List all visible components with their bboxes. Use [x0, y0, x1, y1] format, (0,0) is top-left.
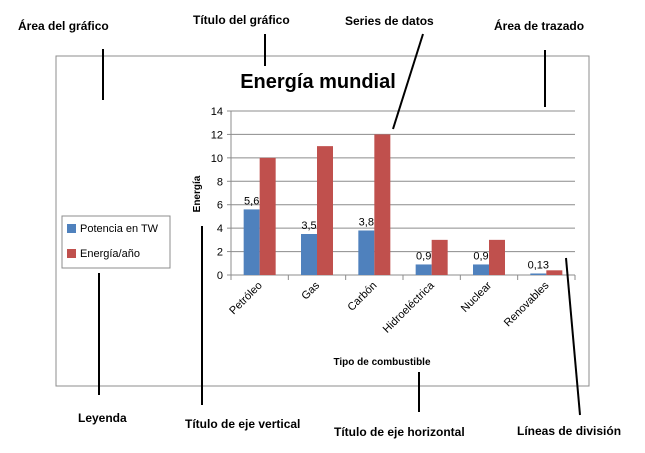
y-tick-label: 12	[211, 129, 223, 141]
y-tick-label: 10	[211, 153, 223, 165]
legend-swatch-energy	[67, 249, 76, 258]
bar-energy-2	[374, 134, 391, 275]
callout-chart-area: Área del gráfico	[18, 18, 109, 33]
y-tick-label: 6	[217, 200, 223, 212]
y-tick-label: 14	[211, 106, 223, 118]
callout-y-axis-title: Título de eje vertical	[185, 417, 300, 431]
callout-chart-title: Título del gráfico	[193, 13, 290, 27]
y-tick-label: 2	[217, 247, 223, 259]
legend-label-energy: Energía/año	[80, 248, 140, 260]
data-label: 0,13	[528, 259, 549, 271]
bar-energy-4	[489, 239, 505, 275]
y-axis-title: Energía	[192, 175, 203, 212]
chart-title: Energía mundial	[240, 71, 396, 93]
legend-swatch-power	[67, 224, 76, 233]
bar-power-4	[473, 264, 489, 275]
bar-power-1	[301, 234, 317, 275]
pointer-gridlines	[565, 257, 581, 416]
callout-x-axis-title: Título de eje horizontal	[334, 425, 465, 439]
data-label: 0,9	[416, 250, 431, 262]
data-label: 0,9	[473, 250, 488, 262]
gridlines	[227, 110, 576, 280]
callout-legend: Leyenda	[78, 411, 127, 425]
data-label: 3,5	[301, 220, 316, 232]
legend: Potencia en TW Energía/año	[61, 215, 171, 269]
data-labels: 5,6 3,5 3,8 0,9 0,9 0,13	[244, 195, 549, 271]
bar-energy-5	[546, 270, 563, 275]
legend-frame	[61, 215, 171, 269]
y-tick-label: 4	[217, 223, 223, 235]
pointer-data-series	[392, 33, 424, 130]
legend-label-power: Potencia en TW	[80, 223, 159, 235]
x-axis-title: Tipo de combustible	[333, 357, 430, 368]
callout-data-series: Series de datos	[345, 14, 434, 28]
data-label: 3,8	[359, 216, 374, 228]
bar-power-3	[415, 264, 432, 275]
bar-energy-1	[317, 146, 333, 275]
data-label: 5,6	[244, 195, 259, 207]
bar-power-5	[530, 273, 547, 275]
bar-energy-0	[259, 157, 276, 275]
bar-power-0	[243, 209, 260, 275]
bar-energy-3	[431, 239, 448, 275]
bar-power-2	[358, 230, 375, 275]
bar-series	[243, 134, 563, 275]
y-tick-label: 8	[217, 176, 223, 188]
y-tick-label: 0	[217, 270, 223, 282]
callout-plot-area: Área de trazado	[494, 18, 584, 33]
y-axis-ticks: 0 2 4 6 8 10 12 14	[211, 106, 223, 282]
callout-gridlines: Líneas de división	[517, 424, 621, 438]
